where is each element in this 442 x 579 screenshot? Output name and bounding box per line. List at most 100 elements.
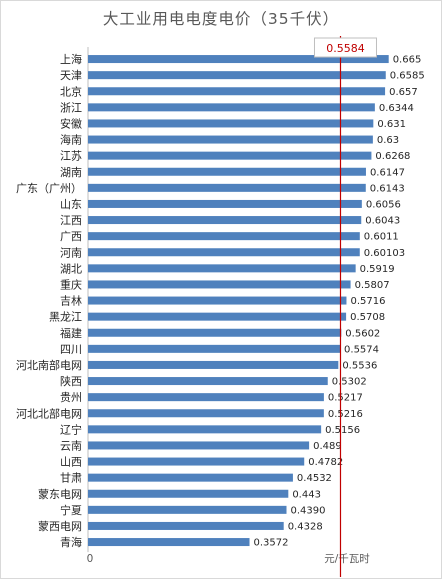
data-label: 0.6268 (375, 151, 410, 162)
bar (88, 232, 360, 241)
bar (88, 457, 305, 466)
data-label: 0.4532 (297, 473, 332, 484)
bar (88, 151, 372, 160)
category-label: 宁夏 (60, 503, 82, 517)
data-label: 0.6056 (366, 199, 401, 210)
data-label: 0.4782 (308, 457, 343, 468)
bar (88, 344, 341, 353)
bar (88, 167, 366, 176)
category-label: 上海 (60, 52, 82, 66)
data-label: 0.5716 (350, 296, 385, 307)
data-label: 0.5919 (360, 264, 395, 275)
reference-label-box (313, 37, 377, 58)
category-label: 河南 (60, 246, 82, 259)
bar (88, 216, 362, 225)
data-label: 0.4328 (288, 521, 323, 532)
category-label: 北京 (60, 84, 82, 98)
bar (88, 264, 356, 273)
bar (88, 425, 322, 434)
bar (88, 248, 360, 257)
data-label: 0.443 (292, 489, 321, 500)
data-label: 0.6043 (365, 216, 400, 227)
category-label: 浙江 (60, 101, 82, 114)
bar (88, 312, 347, 321)
category-label: 湖南 (60, 166, 82, 179)
data-label: 0.657 (389, 87, 418, 98)
bar (88, 296, 347, 305)
bar (88, 55, 389, 64)
category-label: 广东（广州） (16, 182, 82, 195)
bar (88, 280, 351, 289)
category-label: 陕西 (60, 374, 82, 388)
data-label: 0.5602 (345, 328, 380, 339)
bar (88, 87, 386, 96)
bar (88, 135, 373, 144)
bar (88, 328, 342, 337)
reference-label: 0.5584 (326, 42, 365, 55)
data-label: 0.5574 (344, 344, 379, 355)
category-label: 云南 (60, 439, 82, 452)
x-axis-unit-label: 元/千瓦时 (324, 553, 370, 565)
category-label: 河北南部电网 (16, 358, 82, 372)
category-label: 海南 (60, 133, 82, 147)
data-label: 0.5216 (328, 409, 363, 420)
data-label: 0.5708 (350, 312, 385, 323)
category-label: 天津 (60, 69, 82, 82)
data-label: 0.6585 (390, 71, 425, 82)
data-label: 0.6011 (364, 232, 399, 243)
category-label: 重庆 (60, 277, 82, 291)
bar (88, 489, 289, 498)
category-label: 贵州 (60, 391, 82, 404)
category-label: 山西 (60, 456, 82, 469)
bar (88, 473, 293, 482)
data-label: 0.6147 (370, 167, 405, 178)
bar (88, 119, 374, 128)
data-label: 0.60103 (364, 248, 405, 259)
data-label: 0.5807 (355, 280, 390, 291)
bar (88, 183, 366, 192)
bar (88, 521, 284, 530)
category-label: 江西 (60, 214, 82, 227)
category-label: 山东 (60, 198, 82, 211)
data-label: 0.6143 (370, 183, 405, 194)
data-label: 0.3572 (254, 538, 289, 549)
category-label: 湖北 (60, 262, 82, 275)
category-label: 青海 (60, 535, 82, 549)
category-label: 福建 (60, 326, 82, 340)
data-label: 0.63 (377, 135, 399, 146)
category-label: 辽宁 (60, 422, 82, 436)
category-label: 甘肃 (60, 472, 82, 485)
category-label: 四川 (60, 343, 82, 356)
chart-title: 大工业用电电度电价（35千伏） (102, 10, 340, 28)
category-label: 黑龙江 (49, 311, 82, 324)
bar (88, 377, 328, 386)
bar (88, 441, 310, 450)
data-label: 0.631 (377, 119, 406, 130)
category-label: 河北北部电网 (16, 406, 82, 420)
x-tick-label: 0 (87, 553, 94, 565)
data-label: 0.4390 (291, 505, 326, 516)
data-label: 0.5302 (332, 377, 367, 388)
data-label: 0.5536 (342, 360, 377, 371)
category-label: 蒙西电网 (38, 520, 82, 533)
data-label: 0.5156 (325, 425, 360, 436)
data-label: 0.5217 (328, 393, 363, 404)
data-label: 0.6344 (379, 103, 414, 114)
data-label: 0.489 (313, 441, 342, 452)
category-label: 蒙东电网 (38, 488, 82, 501)
bar (88, 538, 250, 547)
bar (88, 393, 324, 402)
category-label: 广西 (60, 230, 82, 243)
bar (88, 360, 339, 369)
category-label: 吉林 (60, 294, 82, 308)
bar (88, 409, 324, 418)
bar (88, 199, 362, 208)
bar (88, 505, 287, 514)
category-label: 江苏 (60, 150, 82, 163)
bar (88, 103, 375, 112)
data-label: 0.665 (393, 55, 422, 66)
category-label: 安徽 (60, 116, 82, 130)
bar (88, 71, 386, 80)
